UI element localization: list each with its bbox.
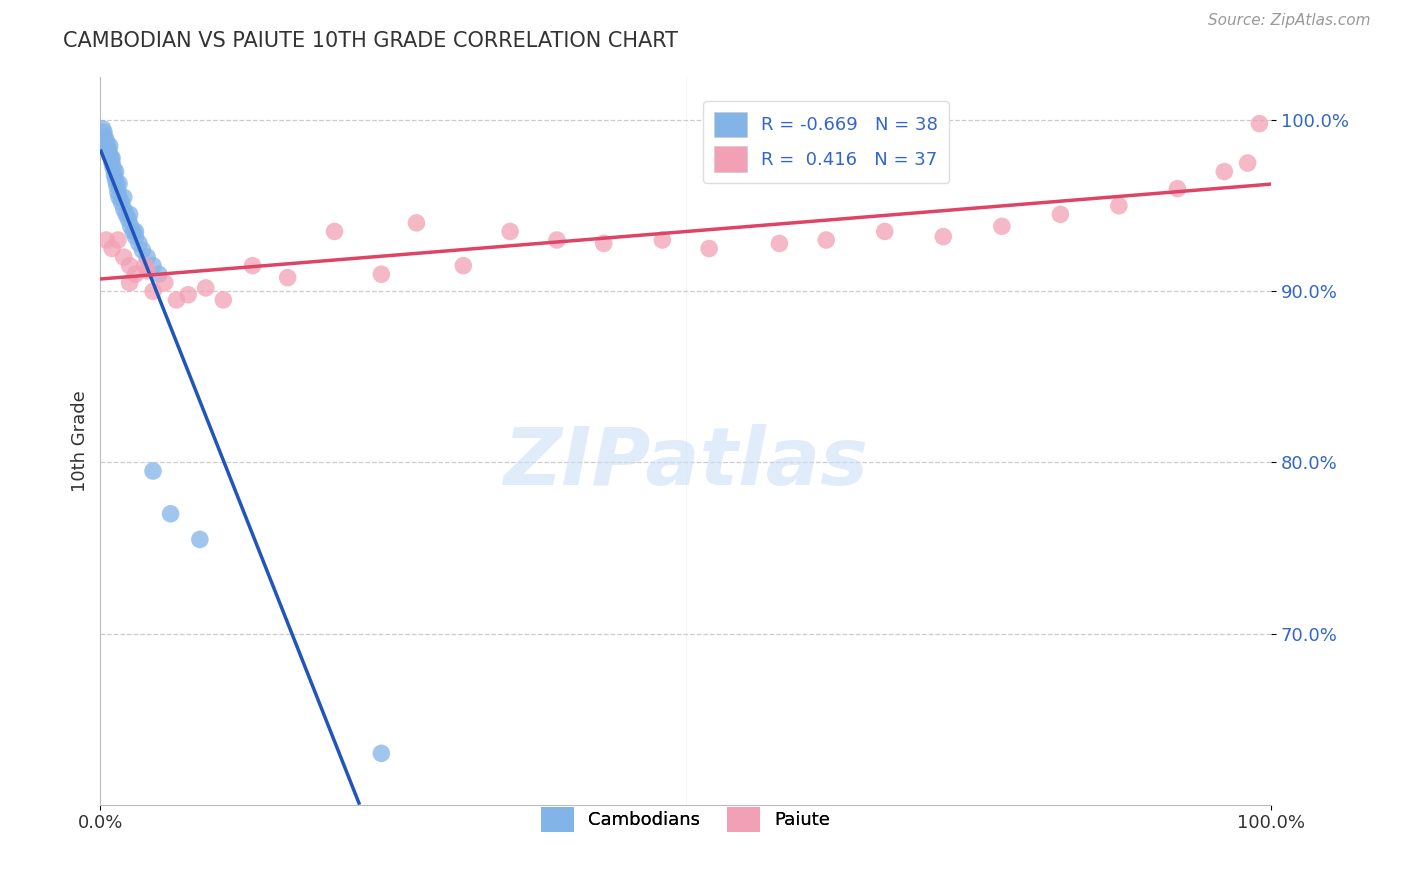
Point bbox=[91, 121, 114, 136]
Point bbox=[103, 168, 125, 182]
Point bbox=[697, 242, 720, 256]
Point bbox=[815, 233, 838, 247]
Point bbox=[873, 224, 896, 238]
Y-axis label: 10th Grade: 10th Grade bbox=[72, 390, 89, 491]
Point bbox=[370, 747, 392, 761]
Point bbox=[108, 177, 131, 191]
Point bbox=[96, 233, 118, 247]
Point bbox=[124, 267, 146, 281]
Point bbox=[1108, 199, 1130, 213]
Point bbox=[131, 244, 153, 258]
Point bbox=[105, 178, 128, 193]
Point bbox=[96, 134, 118, 148]
Point bbox=[124, 224, 146, 238]
Point bbox=[98, 147, 121, 161]
Point bbox=[110, 195, 132, 210]
Legend: Cambodians, Paiute: Cambodians, Paiute bbox=[534, 799, 838, 839]
Point bbox=[107, 233, 129, 247]
Point bbox=[194, 281, 217, 295]
Text: CAMBODIAN VS PAIUTE 10TH GRADE CORRELATION CHART: CAMBODIAN VS PAIUTE 10TH GRADE CORRELATI… bbox=[63, 31, 678, 51]
Point bbox=[165, 293, 187, 307]
Point bbox=[107, 185, 129, 199]
Point bbox=[148, 267, 170, 281]
Point bbox=[142, 259, 165, 273]
Point bbox=[153, 276, 176, 290]
Point bbox=[112, 190, 135, 204]
Point bbox=[651, 233, 673, 247]
Point bbox=[242, 259, 264, 273]
Point bbox=[212, 293, 235, 307]
Point bbox=[546, 233, 568, 247]
Point bbox=[112, 202, 135, 217]
Point bbox=[101, 242, 124, 256]
Point bbox=[991, 219, 1014, 234]
Point bbox=[1166, 182, 1188, 196]
Point bbox=[93, 125, 115, 139]
Point bbox=[134, 259, 156, 273]
Point bbox=[122, 224, 145, 238]
Point bbox=[142, 285, 165, 299]
Text: Source: ZipAtlas.com: Source: ZipAtlas.com bbox=[1208, 13, 1371, 29]
Point bbox=[1213, 164, 1236, 178]
Point bbox=[592, 236, 614, 251]
Point bbox=[323, 224, 346, 238]
Point bbox=[118, 276, 141, 290]
Point bbox=[117, 212, 139, 227]
Point bbox=[453, 259, 475, 273]
Point bbox=[1049, 207, 1071, 221]
Point bbox=[1236, 156, 1258, 170]
Point bbox=[94, 130, 117, 145]
Point bbox=[277, 270, 299, 285]
Point bbox=[124, 229, 146, 244]
Point bbox=[932, 229, 955, 244]
Point bbox=[159, 507, 181, 521]
Point bbox=[177, 287, 200, 301]
Point bbox=[104, 173, 127, 187]
Point bbox=[100, 151, 122, 165]
Point bbox=[370, 267, 392, 281]
Point bbox=[120, 219, 142, 234]
Point bbox=[97, 142, 120, 156]
Point bbox=[118, 259, 141, 273]
Point bbox=[112, 250, 135, 264]
Point bbox=[128, 236, 150, 251]
Point bbox=[115, 207, 138, 221]
Point bbox=[96, 139, 118, 153]
Point bbox=[188, 533, 211, 547]
Point bbox=[136, 250, 159, 264]
Point bbox=[142, 464, 165, 478]
Point bbox=[405, 216, 427, 230]
Point bbox=[768, 236, 790, 251]
Point bbox=[108, 190, 131, 204]
Point bbox=[103, 161, 125, 175]
Point bbox=[499, 224, 522, 238]
Point bbox=[104, 164, 127, 178]
Point bbox=[98, 139, 121, 153]
Text: ZIPatlas: ZIPatlas bbox=[503, 424, 869, 502]
Point bbox=[101, 156, 124, 170]
Point bbox=[101, 151, 124, 165]
Point bbox=[118, 207, 141, 221]
Point bbox=[136, 264, 159, 278]
Point bbox=[1249, 117, 1271, 131]
